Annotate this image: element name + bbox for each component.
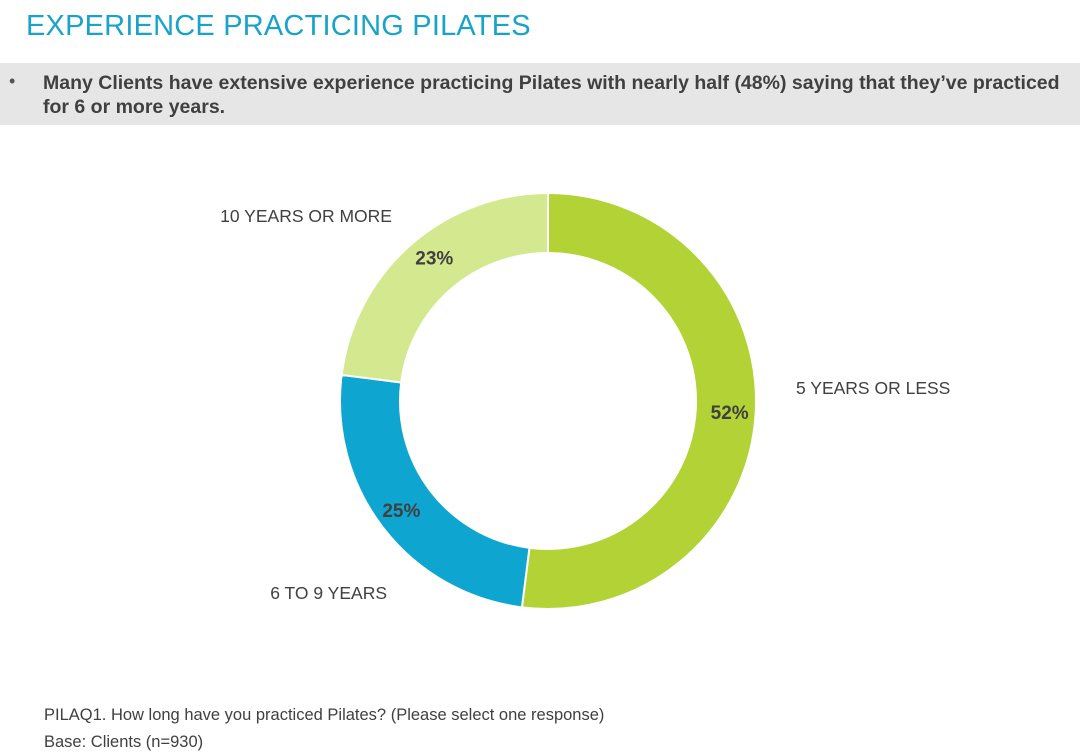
slice-category-label: 6 TO 9 YEARS: [270, 583, 387, 603]
slice-value-label: 25%: [382, 501, 420, 522]
slice-category-label: 10 YEARS OR MORE: [220, 206, 392, 226]
slice-category-label: 5 YEARS OR LESS: [796, 378, 950, 398]
page-title: EXPERIENCE PRACTICING PILATES: [26, 10, 531, 42]
base-footnote: Base: Clients (n=930): [44, 733, 204, 751]
donut-slice: [340, 191, 549, 384]
summary-text: Many Clients have extensive experience p…: [43, 72, 1060, 118]
donut-slice: [339, 373, 531, 609]
slice-value-label: 52%: [711, 403, 749, 424]
question-footnote: PILAQ1. How long have you practiced Pila…: [44, 706, 605, 724]
summary-bar: • Many Clients have extensive experience…: [0, 63, 1080, 125]
bullet-marker: •: [9, 71, 16, 91]
slice-value-label: 23%: [415, 248, 453, 269]
donut-slice: [520, 191, 757, 610]
